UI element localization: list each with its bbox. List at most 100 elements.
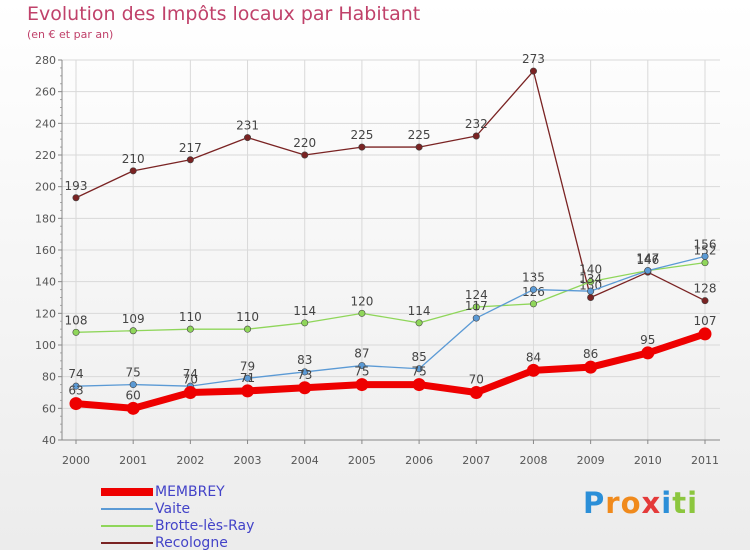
legend-swatch-vaite: [101, 507, 153, 510]
data-point-membrey: [698, 327, 712, 341]
data-point-membrey: [241, 384, 255, 398]
data-point-membrey: [412, 378, 426, 392]
data-label-membrey: 75: [354, 365, 369, 379]
data-point-vaite: [472, 314, 480, 322]
logo-letter: o: [620, 486, 642, 520]
data-point-recologne: [72, 194, 80, 202]
data-label-brotte-l-s-ray: 109: [122, 312, 145, 326]
data-label-brotte-l-s-ray: 110: [179, 310, 202, 324]
chart-subtitle: (en € et par an): [27, 28, 114, 41]
data-point-membrey: [69, 397, 83, 411]
data-point-brotte-l-s-ray: [701, 259, 709, 267]
series-line-recologne: [75, 70, 706, 302]
data-label-recologne: 225: [350, 128, 373, 142]
data-point-brotte-l-s-ray: [358, 309, 366, 317]
x-tick-label: 2008: [519, 454, 547, 467]
x-tick-label: 2010: [634, 454, 662, 467]
data-point-recologne: [244, 134, 252, 142]
data-point-vaite: [244, 374, 252, 382]
series-line-membrey: [72, 330, 709, 412]
legend-label-recologne: Recologne: [155, 534, 228, 551]
x-tick-label: 2009: [577, 454, 605, 467]
x-tick-label: 2000: [62, 454, 90, 467]
y-tick-label: 160: [35, 244, 56, 257]
x-tick-label: 2002: [176, 454, 204, 467]
data-point-membrey: [641, 346, 655, 360]
data-point-vaite: [701, 252, 709, 260]
data-label-vaite: 147: [636, 252, 659, 266]
data-point-vaite: [415, 365, 423, 373]
data-label-membrey: 70: [183, 373, 198, 387]
data-point-membrey: [355, 378, 369, 392]
data-label-vaite: 117: [465, 299, 488, 313]
data-label-recologne: 217: [179, 141, 202, 155]
legend-swatch-brotte: [101, 524, 153, 527]
data-point-vaite: [529, 286, 537, 294]
data-point-recologne: [701, 297, 709, 305]
data-label-membrey: 86: [583, 347, 598, 361]
x-tick-label: 2004: [291, 454, 319, 467]
y-tick-label: 60: [42, 402, 56, 415]
data-label-recologne: 128: [694, 282, 717, 296]
data-label-vaite: 79: [240, 359, 255, 373]
data-point-brotte-l-s-ray: [72, 328, 80, 336]
proxiti-logo: Proxiti: [583, 486, 698, 520]
chart-title: Evolution des Impôts locaux par Habitant: [27, 3, 421, 25]
data-point-brotte-l-s-ray: [529, 300, 537, 308]
legend-item-brotte: Brotte-lès-Ray: [101, 517, 254, 534]
data-label-brotte-l-s-ray: 114: [293, 304, 316, 318]
data-point-recologne: [472, 132, 480, 140]
data-point-recologne: [358, 143, 366, 151]
data-point-brotte-l-s-ray: [186, 325, 194, 333]
y-tick-label: 80: [42, 371, 56, 384]
logo-letter: r: [605, 486, 621, 520]
data-label-vaite: 74: [183, 367, 198, 381]
legend: MEMBREY Vaite Brotte-lès-Ray Recologne: [101, 483, 254, 551]
series-line-brotte-l-s-ray: [75, 262, 706, 333]
data-label-vaite: 74: [68, 367, 83, 381]
data-label-brotte-l-s-ray: 108: [65, 313, 88, 327]
legend-label-brotte: Brotte-lès-Ray: [155, 517, 255, 534]
y-tick-label: 280: [35, 54, 56, 67]
data-label-membrey: 107: [694, 314, 717, 328]
legend-label-vaite: Vaite: [155, 500, 191, 517]
data-label-vaite: 75: [126, 366, 141, 380]
data-label-recologne: 193: [65, 179, 88, 193]
x-tick-label: 2005: [348, 454, 376, 467]
data-label-membrey: 75: [411, 365, 426, 379]
data-point-vaite: [358, 362, 366, 370]
data-label-brotte-l-s-ray: 120: [350, 294, 373, 308]
logo-letter: i: [661, 486, 673, 520]
data-point-brotte-l-s-ray: [587, 278, 595, 286]
data-label-membrey: 63: [68, 384, 83, 398]
x-tick-label: 2011: [691, 454, 719, 467]
data-label-membrey: 70: [469, 373, 484, 387]
logo-letter: t: [672, 486, 688, 520]
logo-letter: P: [583, 486, 606, 520]
legend-item-vaite: Vaite: [101, 500, 254, 517]
data-point-membrey: [584, 360, 598, 374]
data-label-brotte-l-s-ray: 110: [236, 310, 259, 324]
data-label-brotte-l-s-ray: 147: [636, 252, 659, 266]
data-point-vaite: [644, 267, 652, 275]
data-point-vaite: [587, 287, 595, 295]
data-label-recologne: 231: [236, 119, 259, 133]
data-label-recologne: 146: [636, 253, 659, 267]
data-point-membrey: [526, 363, 540, 377]
data-label-vaite: 156: [694, 237, 717, 251]
data-label-vaite: 87: [354, 347, 369, 361]
data-label-recologne: 225: [408, 128, 431, 142]
data-point-brotte-l-s-ray: [129, 327, 137, 335]
data-point-membrey: [183, 386, 197, 399]
logo-letter: x: [641, 486, 662, 520]
data-label-vaite: 135: [522, 271, 545, 285]
legend-swatch-membrey: [101, 487, 153, 496]
data-point-recologne: [186, 156, 194, 164]
y-tick-label: 100: [35, 339, 56, 352]
data-point-recologne: [129, 167, 137, 175]
x-tick-label: 2007: [462, 454, 490, 467]
data-point-recologne: [415, 143, 423, 151]
data-label-recologne: 232: [465, 117, 488, 131]
